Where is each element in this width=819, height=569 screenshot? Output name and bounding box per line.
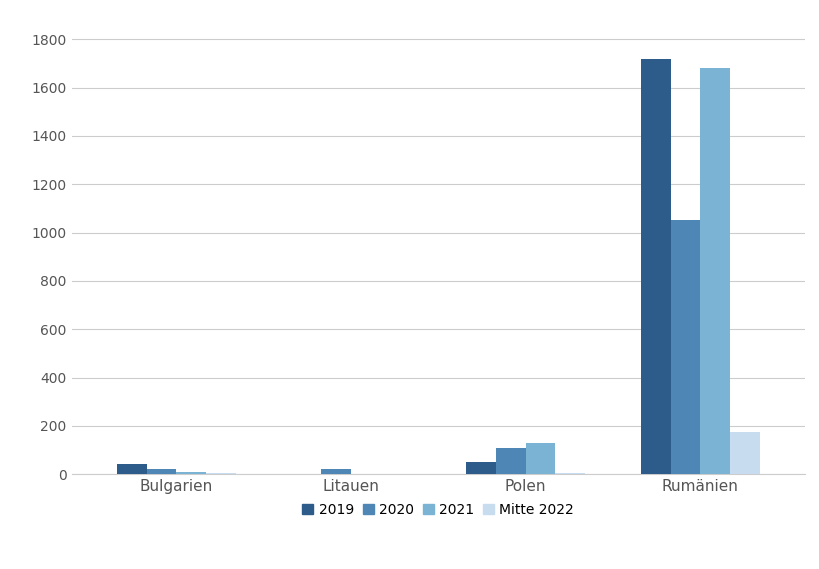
Bar <box>495 448 525 474</box>
Legend: 2019, 2020, 2021, Mitte 2022: 2019, 2020, 2021, Mitte 2022 <box>296 497 579 522</box>
Bar <box>729 432 758 474</box>
Bar <box>640 59 670 474</box>
Bar <box>321 469 351 474</box>
Bar <box>466 462 495 474</box>
Bar <box>670 220 699 474</box>
Bar <box>525 443 554 474</box>
Bar <box>554 473 584 474</box>
Bar <box>176 472 206 474</box>
Bar <box>699 68 729 474</box>
Bar <box>147 469 176 474</box>
Bar <box>206 473 235 474</box>
Bar <box>117 464 147 474</box>
